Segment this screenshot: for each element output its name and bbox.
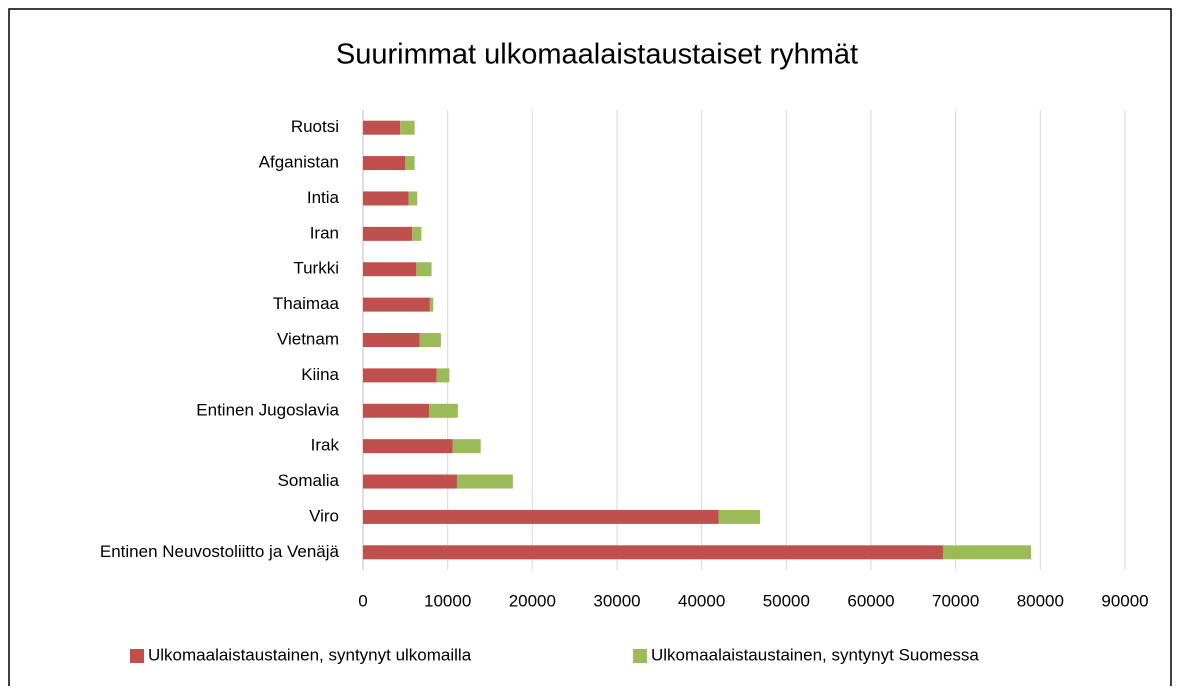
- y-tick-label: Intia: [307, 188, 340, 207]
- y-tick-label: Viro: [309, 506, 339, 525]
- y-tick-label: Ruotsi: [291, 117, 339, 136]
- bar-segment: [363, 156, 406, 171]
- bar-segment: [363, 474, 457, 489]
- bar-segment: [412, 226, 422, 241]
- y-tick-label: Vietnam: [277, 329, 339, 348]
- bar-segment: [429, 403, 458, 418]
- bar-segment: [436, 368, 450, 383]
- x-tick-label: 10000: [424, 591, 471, 610]
- legend-label: Ulkomaalaistaustainen, syntynyt ulkomail…: [148, 645, 472, 664]
- y-tick-label: Iran: [310, 223, 339, 242]
- legend-swatch: [633, 649, 647, 663]
- bar-segment: [419, 333, 441, 347]
- bar-segment: [408, 191, 418, 206]
- x-tick-label: 60000: [847, 591, 894, 610]
- y-tick-label: Entinen Jugoslavia: [196, 400, 339, 419]
- x-tick-label: 50000: [763, 591, 810, 610]
- bar-segment: [363, 120, 401, 135]
- x-tick-label: 30000: [593, 591, 640, 610]
- bar-segment: [363, 333, 420, 347]
- y-tick-label: Somalia: [278, 471, 340, 490]
- bar-segment: [452, 439, 481, 454]
- y-tick-label: Afganistan: [259, 153, 339, 172]
- bar-segment: [363, 226, 413, 241]
- bar-segment: [416, 262, 432, 277]
- bar-segment: [363, 262, 417, 277]
- legend-swatch: [130, 649, 144, 663]
- y-tick-label: Turkki: [293, 259, 339, 278]
- chart-border: [8, 8, 1172, 691]
- y-tick-label: Kiina: [301, 365, 339, 384]
- bar-segment: [400, 120, 415, 135]
- x-tick-label: 40000: [678, 591, 725, 610]
- y-tick-label: Thaimaa: [273, 294, 340, 313]
- bar-segment: [942, 545, 1032, 560]
- y-tick-label: Irak: [311, 436, 340, 455]
- x-tick-label: 20000: [509, 591, 556, 610]
- chart-title: Suurimmat ulkomaalaistaustaiset ryhmät: [336, 39, 858, 71]
- bar-segment: [363, 509, 719, 524]
- legend-label: Ulkomaalaistaustainen, syntynyt Suomessa: [651, 645, 979, 664]
- x-tick-label: 80000: [1017, 591, 1064, 610]
- bar-segment: [363, 368, 437, 383]
- x-tick-label: 90000: [1101, 591, 1148, 610]
- bar-segment: [456, 474, 513, 489]
- bar-segment: [363, 297, 430, 312]
- bar-segment: [363, 403, 430, 418]
- bar-segment: [363, 545, 943, 560]
- x-tick-label: 0: [358, 591, 367, 610]
- bar-segment: [363, 191, 409, 206]
- bar-segment: [429, 297, 434, 312]
- bar-segment: [363, 439, 453, 454]
- y-tick-label: Entinen Neuvostoliitto ja Venäjä: [100, 542, 340, 561]
- bar-segment: [718, 509, 761, 524]
- bar-segment: [405, 156, 415, 171]
- x-tick-label: 70000: [932, 591, 979, 610]
